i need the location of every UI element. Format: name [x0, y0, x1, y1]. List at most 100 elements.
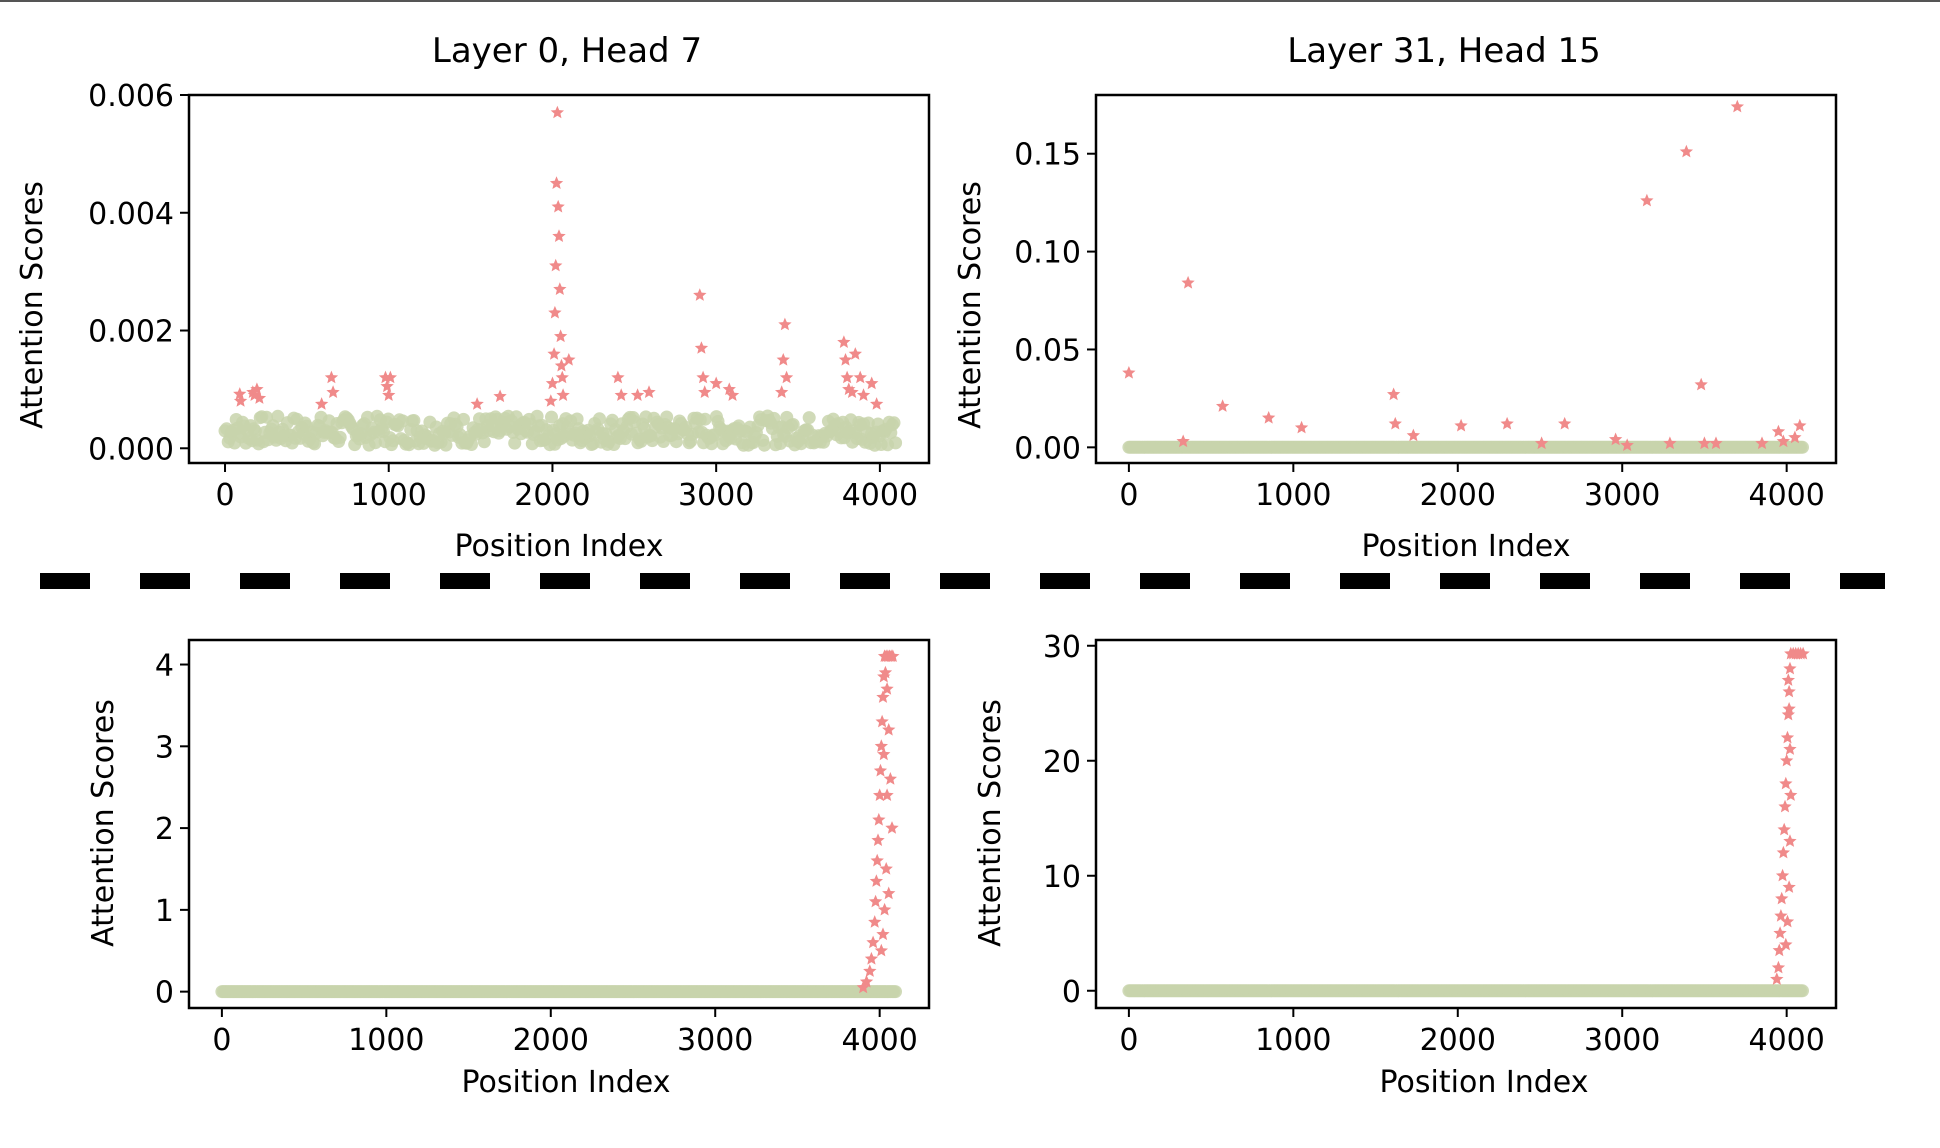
highlight-star: [1780, 753, 1794, 767]
highlight-star: [882, 886, 896, 900]
p1-ytick-label: 0.004: [88, 197, 174, 232]
highlight-star: [562, 353, 576, 366]
p2-ylabel: Attention Scores: [953, 181, 988, 429]
panel-bottom-left: Attention Scores Position Index 0 1000 200…: [86, 638, 931, 1100]
highlight-star: [693, 288, 707, 301]
highlight-star: [694, 341, 709, 354]
panel-bottom-right: Attention Scores Position Index 0 1000 200…: [973, 630, 1838, 1100]
normal-point: [271, 409, 285, 423]
highlight-star: [551, 199, 565, 213]
highlight-star: [709, 376, 723, 390]
normal-point: [887, 416, 901, 430]
highlight-star: [1773, 926, 1787, 939]
p3-xtick-label: 3000: [677, 1023, 753, 1058]
p1-title: Layer 0, Head 7: [432, 31, 702, 71]
highlight-star: [552, 229, 566, 242]
highlight-star: [775, 385, 789, 398]
highlight-star: [1640, 193, 1654, 207]
p3-marks: [215, 649, 902, 999]
highlight-star: [549, 258, 563, 272]
highlight-star: [856, 388, 871, 401]
highlight-star: [865, 376, 879, 390]
highlight-star: [1781, 673, 1795, 686]
highlight-star: [870, 397, 884, 410]
highlight-star: [873, 763, 888, 777]
p3-xlabel: Position Index: [462, 1065, 671, 1100]
normal-point: [660, 410, 674, 424]
highlight-star: [1770, 972, 1784, 985]
highlight-star: [1697, 436, 1712, 450]
normal-point: [802, 411, 816, 425]
normal-point: [465, 438, 478, 451]
highlight-star: [545, 376, 560, 390]
highlight-star: [696, 370, 710, 384]
highlight-star: [1176, 434, 1190, 448]
highlight-star: [1679, 144, 1693, 158]
highlight-star: [380, 379, 394, 393]
highlight-star: [611, 370, 625, 384]
p1-xtick-label: 4000: [842, 478, 918, 513]
highlight-star: [547, 347, 561, 360]
highlight-star: [848, 347, 862, 360]
normal-point: [786, 418, 800, 431]
highlight-star: [233, 387, 247, 400]
highlight-star: [879, 862, 893, 875]
p2-ytick-label: 0.05: [1014, 333, 1081, 368]
highlight-star: [880, 682, 894, 695]
p2-xlabel: Position Index: [1362, 529, 1571, 564]
highlight-star: [1774, 909, 1788, 922]
highlight-star: [1775, 891, 1789, 905]
highlight-star: [845, 385, 859, 398]
highlight-star: [1783, 661, 1797, 675]
p2-ytick-label: 0.00: [1014, 431, 1081, 466]
normal-point: [757, 438, 771, 452]
highlight-star: [549, 176, 564, 189]
highlight-star: [1779, 776, 1793, 790]
highlight-star: [1782, 702, 1796, 715]
p3-frame: [187, 638, 931, 1010]
p1-ylabel: Attention Scores: [15, 181, 50, 429]
p4-ytick-label: 20: [1043, 745, 1081, 780]
highlight-star: [326, 385, 340, 398]
normal-point: [457, 412, 470, 426]
highlight-star: [1535, 436, 1549, 450]
normal-point: [308, 437, 322, 451]
p4-xtick-label: 3000: [1584, 1023, 1660, 1058]
p3-ytick-label: 4: [155, 649, 174, 684]
highlight-star: [725, 388, 740, 401]
p1-ytick-label: 0.006: [88, 79, 174, 114]
p2-title: Layer 31, Head 15: [1287, 31, 1600, 71]
highlight-star: [859, 974, 874, 988]
p4-xtick-label: 0: [1119, 1023, 1138, 1058]
highlight-star: [873, 788, 887, 801]
highlight-star: [1122, 366, 1136, 379]
highlight-star: [1783, 834, 1797, 847]
highlight-star: [853, 370, 867, 384]
highlight-star: [1784, 788, 1798, 801]
highlight-star: [1709, 436, 1723, 450]
normal-point: [1796, 984, 1809, 998]
highlight-star: [250, 382, 264, 396]
highlight-star: [315, 397, 329, 410]
p4-ticks: 0 1000 2000 3000 4000 0 10 20 30: [1043, 630, 1825, 1058]
p3-xtick-label: 4000: [841, 1023, 917, 1058]
highlight-star: [1793, 418, 1807, 432]
highlight-star: [863, 964, 877, 977]
highlight-star: [876, 927, 890, 941]
highlight-star: [698, 385, 712, 398]
highlight-star: [840, 370, 854, 384]
highlight-star: [1387, 387, 1401, 401]
p2-frame: [1094, 93, 1838, 465]
highlight-star: [880, 788, 894, 801]
p4-frame: [1094, 638, 1838, 1010]
highlight-star: [554, 329, 568, 343]
highlight-star: [614, 388, 628, 401]
p2-marks: [1122, 99, 1809, 454]
highlight-star: [1779, 937, 1793, 951]
p1-ytick-label: 0.002: [88, 315, 174, 350]
p4-ytick-label: 0: [1062, 975, 1081, 1010]
p1-xtick-label: 0: [215, 478, 234, 513]
highlight-star: [1181, 275, 1195, 289]
p1-xtick-label: 2000: [514, 478, 590, 513]
highlight-star: [1772, 943, 1786, 957]
